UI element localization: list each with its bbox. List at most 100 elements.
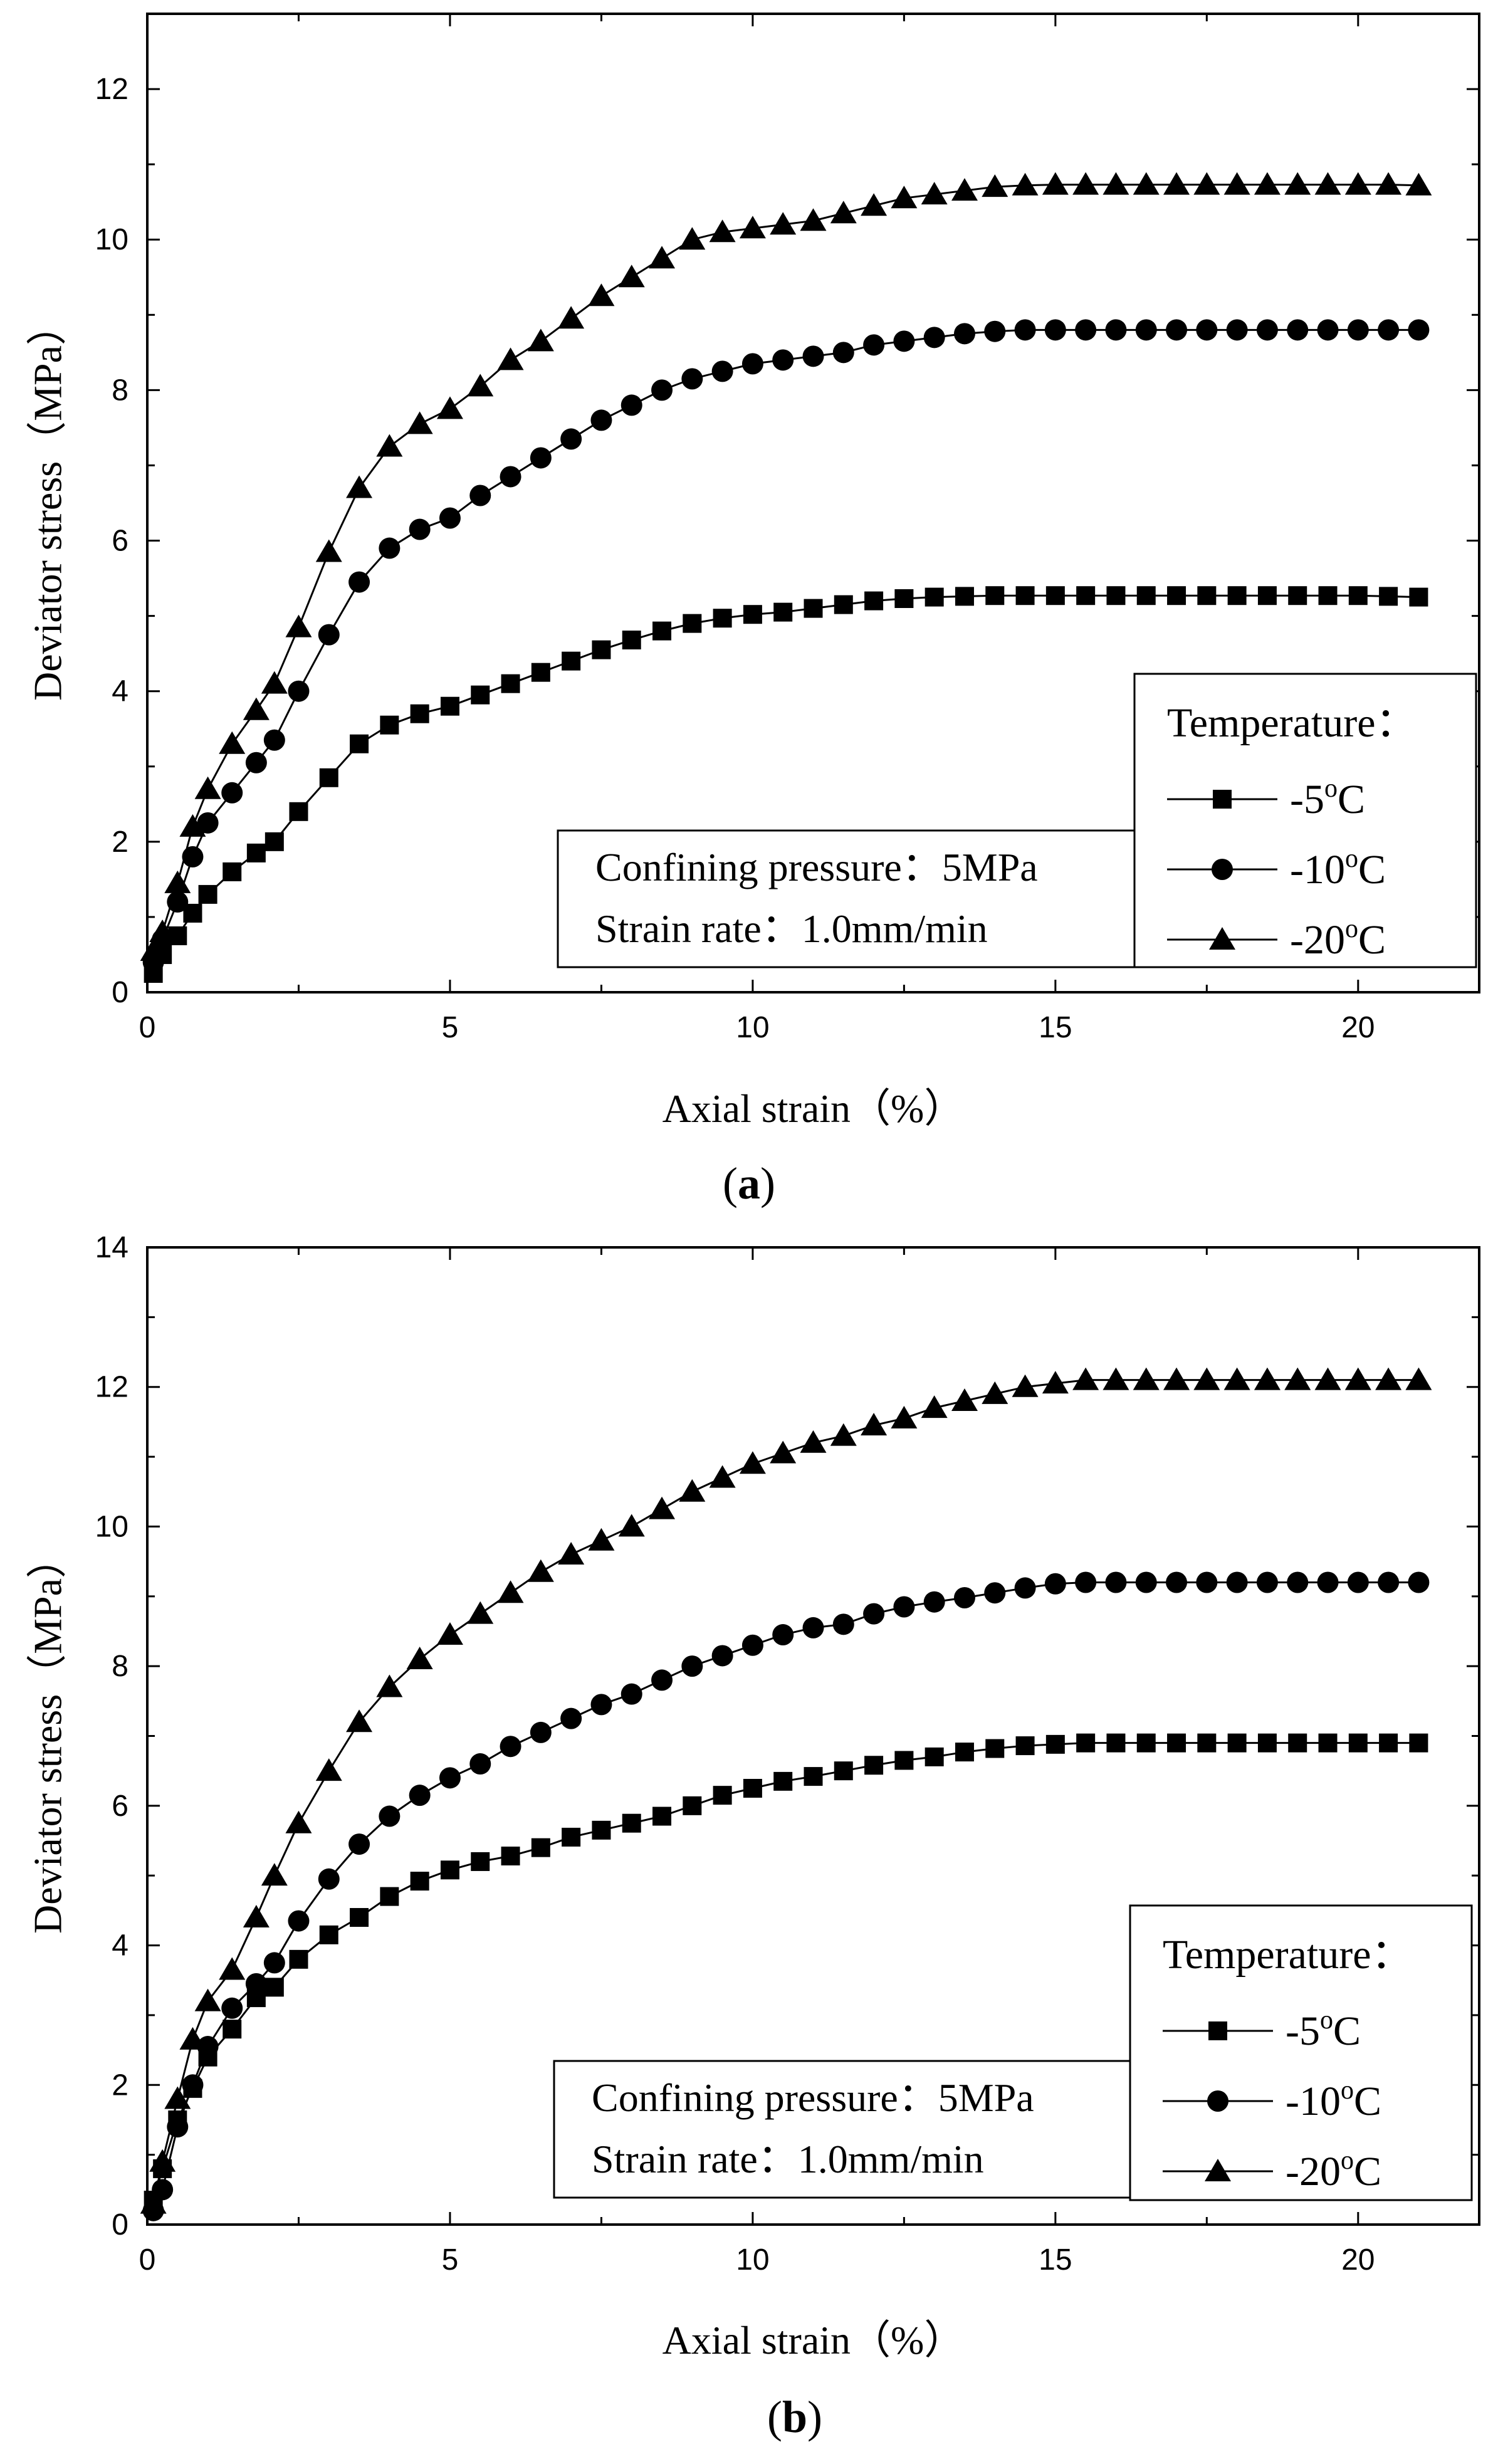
panel-a-series-minus20-point bbox=[406, 411, 433, 434]
panel-a-series-minus20-point bbox=[618, 265, 645, 288]
panel-b-series-minus10-point bbox=[1347, 1571, 1369, 1593]
panel-b-legend-item-minus5-label: -5oC bbox=[1286, 2006, 1361, 2054]
panel-b-legend-item-minus5-label-value: -5 bbox=[1286, 2008, 1320, 2054]
panel-b-series-minus20-point bbox=[1163, 1367, 1190, 1390]
panel-a-series-minus20-point bbox=[800, 208, 827, 231]
panel-a-series-minus10-point bbox=[1287, 319, 1309, 341]
panel-b-series-minus5-point bbox=[440, 1860, 459, 1880]
panel-b-series-minus5-point bbox=[1197, 1733, 1217, 1753]
panel-a-series-minus5-point bbox=[1348, 586, 1368, 606]
panel-b-caption: (b) bbox=[767, 2392, 822, 2442]
panel-a-series-minus20-point bbox=[1223, 172, 1250, 195]
panel-a-series-minus20-point bbox=[315, 539, 342, 562]
panel-a-series-minus20-point bbox=[1042, 172, 1069, 195]
panel-a-series-minus5-point bbox=[1288, 586, 1307, 606]
panel-a-series-minus10-point bbox=[1196, 319, 1218, 341]
panel-b-series-minus10-point bbox=[245, 1973, 267, 1995]
panel-b-series-minus5-point bbox=[350, 1908, 369, 1927]
panel-a-x-tick-label: 0 bbox=[139, 1011, 156, 1044]
panel-b-series-minus20-point bbox=[219, 1957, 246, 1980]
panel-b-series-minus5-point bbox=[562, 1827, 581, 1847]
panel-a-series-minus20-point bbox=[243, 697, 270, 720]
panel-a-series-minus5-point bbox=[894, 589, 914, 608]
panel-b-legend-item-minus20-marker bbox=[1205, 2159, 1231, 2181]
panel-a-series-minus20-point bbox=[1012, 172, 1039, 196]
panel-b-series-minus10-point bbox=[469, 1753, 491, 1775]
panel-b-legend-item-minus20-label-degree: o bbox=[1341, 2146, 1354, 2175]
panel-a-series-minus5-point bbox=[380, 715, 399, 735]
panel-b-series-minus5-point bbox=[713, 1786, 732, 1805]
panel-a-series-minus5-point bbox=[743, 605, 762, 624]
panel-a-y-tick-label: 10 bbox=[95, 223, 128, 256]
panel-a-series-minus5-point bbox=[1045, 586, 1065, 606]
panel-a-series-minus10-point bbox=[832, 342, 854, 364]
panel-b-series-minus20-point bbox=[243, 1905, 270, 1928]
panel-a-series-minus20-point bbox=[1133, 172, 1160, 195]
panel-b-series-minus20-point bbox=[346, 1709, 373, 1733]
panel-a-series-minus5-point bbox=[265, 832, 284, 851]
panel-a-series-minus5-point bbox=[1076, 586, 1096, 606]
panel-a-series-minus10-point bbox=[245, 752, 267, 773]
panel-b-series-minus5-point bbox=[471, 1852, 490, 1871]
panel-b-series-minus10-point bbox=[1287, 1571, 1309, 1593]
panel-b-series-minus20-point bbox=[164, 2086, 191, 2109]
panel-b-series-minus5-point bbox=[1318, 1733, 1338, 1753]
panel-a-y-tick-label: 6 bbox=[112, 525, 128, 558]
panel-b-x-tick-label: 5 bbox=[442, 2243, 459, 2277]
panel-b-series-minus20-point bbox=[1375, 1367, 1402, 1390]
panel-b-series-minus10-point bbox=[348, 1833, 370, 1855]
panel-b-y-tick-label: 6 bbox=[112, 1790, 128, 1823]
panel-b-legend-item-minus10-label-value: -10 bbox=[1286, 2079, 1341, 2124]
panel-b-series-minus10-point bbox=[221, 1997, 243, 2019]
panel-a-series-minus5-point bbox=[319, 768, 338, 787]
panel-b-y-tick-label: 0 bbox=[112, 2208, 128, 2241]
panel-a-series-minus20-point bbox=[140, 938, 167, 961]
panel-a-plot-frame bbox=[146, 13, 1480, 993]
panel-b-annotation-line: Strain rate：1.0mm/min bbox=[592, 2137, 984, 2181]
panel-b-series-minus20-point bbox=[1284, 1367, 1311, 1390]
panel-a-series-minus20-point bbox=[739, 216, 766, 239]
panel-a-series-minus10-point bbox=[863, 334, 885, 356]
panel-a-legend-item-minus5-marker bbox=[1213, 790, 1232, 809]
panel-b-legend-item-minus10-marker bbox=[1207, 2090, 1228, 2112]
panel-b-series-minus5-point bbox=[1106, 1733, 1126, 1753]
panel-b-series-minus20-point bbox=[1405, 1367, 1432, 1390]
panel-a-series-minus5-point bbox=[592, 640, 611, 659]
panel-b-series-minus20-point bbox=[261, 1863, 288, 1886]
panel-b-x-tick-label: 15 bbox=[1039, 2243, 1072, 2277]
panel-a-legend-item-minus20-label-degree: o bbox=[1345, 915, 1358, 943]
panel-a-series-minus10-point bbox=[1044, 319, 1066, 341]
panel-b-series-minus20-point bbox=[315, 1758, 342, 1781]
panel-b-series-minus20-point bbox=[558, 1541, 585, 1565]
panel-b-series-minus5-point bbox=[223, 2020, 242, 2039]
panel-a-series-minus20-point bbox=[1375, 172, 1402, 195]
panel-b-series-minus10-point bbox=[197, 2036, 219, 2058]
panel-a-series-minus10-point bbox=[621, 394, 642, 416]
panel-a-series-minus5-point bbox=[834, 595, 853, 614]
panel-b-series-minus20-point bbox=[406, 1647, 433, 1670]
panel-b-x-tick-label: 20 bbox=[1341, 2243, 1375, 2277]
panel-b-series-minus10-point bbox=[263, 1952, 285, 1974]
panel-a-series-minus10-point bbox=[197, 812, 219, 834]
panel-a-series-minus5-point bbox=[1015, 586, 1035, 606]
panel-a-legend-item-minus20-label-unit: C bbox=[1358, 917, 1386, 963]
panel-b-y-tick-label: 4 bbox=[112, 1929, 128, 1963]
panel-a-annotation-line: Strain rate：1.0mm/min bbox=[595, 906, 988, 951]
panel-b-series-minus20-point bbox=[376, 1674, 403, 1697]
panel-b-series-minus20-point bbox=[1344, 1367, 1371, 1390]
panel-b-series-minus5-point bbox=[622, 1813, 641, 1833]
panel-b-series-minus10-point bbox=[1075, 1571, 1097, 1593]
panel-a-series-minus10-point bbox=[1256, 319, 1278, 341]
panel-a-series-minus10-point bbox=[1135, 319, 1157, 341]
panel-a-series-minus10-point bbox=[1105, 319, 1127, 341]
panel-a-series-minus20-point bbox=[376, 434, 403, 457]
panel-b-series-minus20-point bbox=[1254, 1367, 1281, 1390]
panel-a-legend-box bbox=[1133, 673, 1477, 968]
panel-a-y-tick-label: 4 bbox=[112, 675, 128, 708]
panel-a-series-minus10-point bbox=[772, 349, 794, 371]
panel-b-series-minus5-point bbox=[1167, 1733, 1186, 1753]
panel-b-series-minus5-line bbox=[152, 1742, 1419, 2201]
panel-b-series-minus5-point bbox=[1409, 1733, 1428, 1753]
panel-b-series-minus5-point bbox=[773, 1771, 793, 1791]
panel-a-series-minus10-point bbox=[893, 330, 915, 352]
